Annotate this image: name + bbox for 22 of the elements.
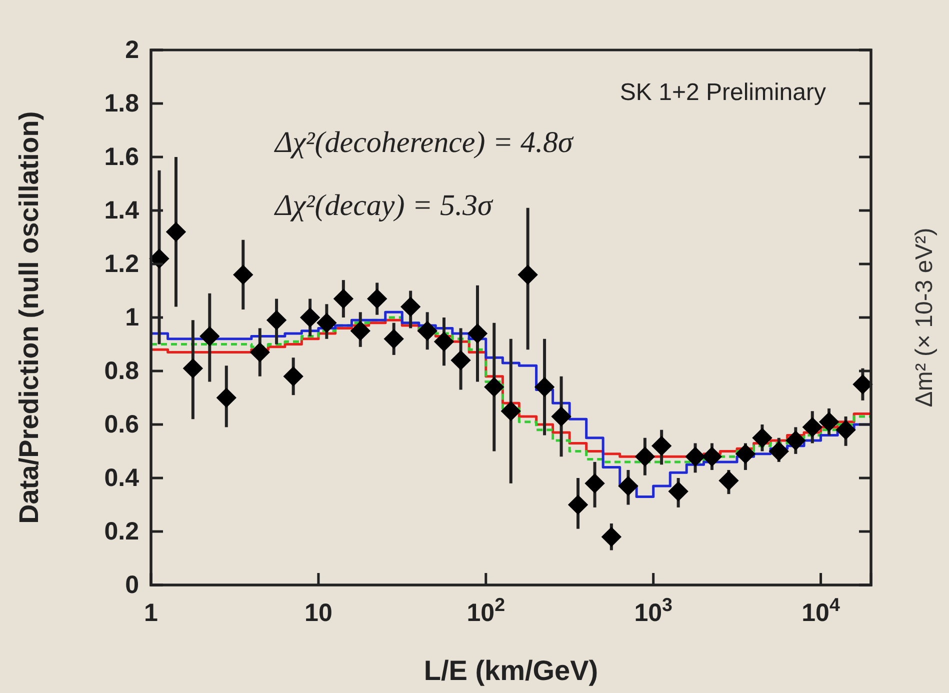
x-tick-label: 10$^{4}$: [802, 593, 840, 627]
y-tick-label: 0.6: [104, 410, 139, 438]
annotation: SK 1+2 Preliminary: [620, 79, 826, 106]
y-tick-label: 0.2: [104, 518, 139, 546]
x-tick-label: 10: [304, 598, 332, 627]
y-tick-label: 2: [125, 36, 139, 64]
y-tick-label: 0.8: [104, 357, 140, 385]
y-axis-title: Data/Prediction (null oscillation): [14, 111, 44, 524]
y2-axis-title: Δm² (× 10-3 eV²): [911, 228, 938, 408]
x-axis-title: L/E (km/GeV): [424, 655, 598, 686]
y-tick-label: 1.2: [104, 250, 139, 278]
x-tick-label: 10$^{2}$: [466, 593, 506, 627]
y-tick-label: 0: [125, 571, 139, 599]
annotation: Δχ²(decoherence) = 4.8σ: [274, 126, 574, 159]
y-tick-label: 1.4: [104, 196, 140, 224]
y-tick-label: 0.4: [104, 464, 140, 492]
annotation: Δχ²(decay) = 5.3σ: [274, 189, 494, 222]
x-tick-label: 1: [144, 598, 158, 627]
y-tick-label: 1.8: [104, 90, 140, 118]
y-tick-label: 1.6: [104, 143, 139, 171]
y-tick-label: 1: [125, 304, 140, 332]
x-tick-label: 10$^{3}$: [634, 593, 672, 627]
